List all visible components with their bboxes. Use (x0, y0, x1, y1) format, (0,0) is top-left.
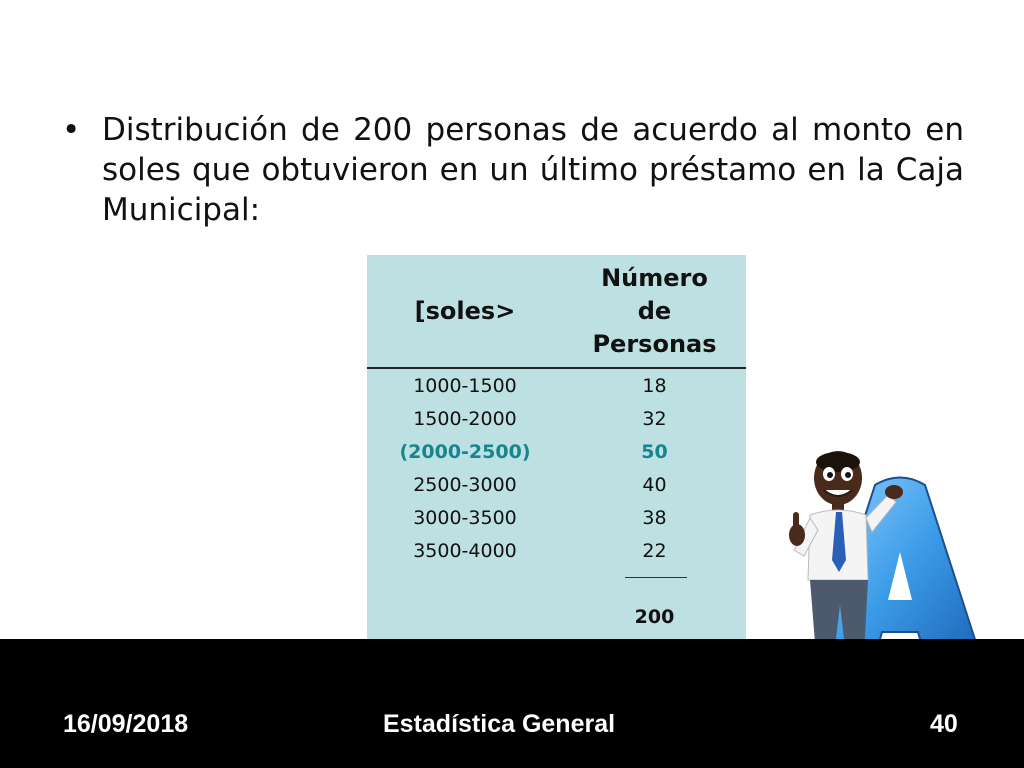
header-soles-label: [soles> (414, 296, 516, 325)
cell-count: 40 (642, 474, 667, 496)
header-numero-line3: Personas (592, 329, 717, 358)
cell-count: 22 (642, 540, 667, 562)
cell-range: 2500-3000 (413, 474, 517, 496)
table-row-highlighted: (2000-2500) 50 (367, 436, 746, 469)
cell-range: 1500-2000 (413, 408, 517, 430)
header-numero-line2: de (637, 296, 672, 325)
cell-count: 50 (641, 441, 668, 463)
footer-bar: 16/09/2018 Estadística General 40 (0, 639, 1024, 768)
footer-title: Estadística General (383, 710, 616, 738)
sum-divider (625, 577, 687, 578)
cartoon-man-thumbs-up-with-letter-a-icon (789, 451, 982, 676)
header-numero-line1: Número (601, 263, 708, 292)
table-header: [soles> Número de Personas (367, 255, 746, 369)
cell-count: 38 (642, 507, 667, 529)
footer-date: 16/09/2018 (63, 710, 189, 738)
cell-range: 3500-4000 (413, 540, 517, 562)
cell-count: 18 (642, 375, 667, 397)
header-soles: [soles> (367, 255, 563, 367)
cell-count: 32 (642, 408, 667, 430)
bullet-dot: • (62, 112, 81, 148)
table-total: 200 (634, 606, 675, 628)
bullet-paragraph: • Distribución de 200 personas de acuerd… (62, 110, 964, 230)
bullet-text: Distribución de 200 personas de acuerdo … (102, 112, 964, 228)
cell-range: (2000-2500) (399, 441, 531, 463)
cell-range: 3000-3500 (413, 507, 517, 529)
table-row: 1000-1500 18 (367, 370, 746, 403)
frequency-table: [soles> Número de Personas 1000-1500 18 … (367, 255, 746, 639)
footer-page-number: 40 (930, 710, 958, 738)
cell-range: 1000-1500 (413, 375, 517, 397)
table-row: 2500-3000 40 (367, 469, 746, 502)
header-numero-personas: Número de Personas (563, 255, 746, 367)
table-row: 3000-3500 38 (367, 502, 746, 535)
table-row: 3500-4000 22 (367, 535, 746, 568)
table-row: 1500-2000 32 (367, 403, 746, 436)
